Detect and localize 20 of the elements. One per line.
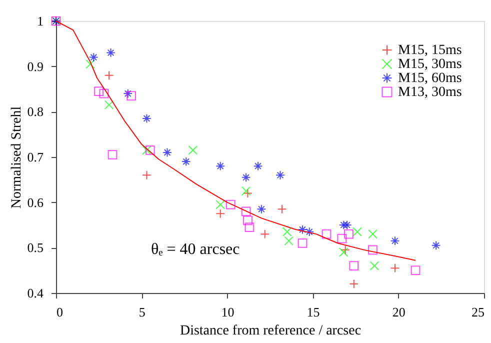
x-tick-label: 5 [138,304,146,320]
legend-label: M15, 30ms [398,57,462,72]
legend-label: M13, 30ms [398,85,462,100]
x-tick-label: 15 [306,304,320,320]
x-tick-label: 25 [472,304,484,320]
x-tick-label: 0 [56,304,63,320]
y-tick-label: 0.8 [27,104,44,120]
y-axis-title: Normalised Strehl [9,106,24,209]
y-tick-label: 0.9 [27,58,44,74]
y-tick-label: 0.5 [27,240,44,256]
y-tick-label: 1 [37,14,44,28]
annotation: θₑ = 40 arcsec [151,241,240,258]
y-tick-label: 0.4 [27,286,44,300]
x-tick-label: 10 [221,304,234,320]
x-tick-label: 20 [392,304,406,320]
y-tick-label: 0.6 [27,194,44,210]
y-tick-label: 0.7 [27,150,44,164]
legend-label: M15, 60ms [398,71,462,86]
legend-label: M15, 15ms [398,43,462,58]
x-axis-title: Distance from reference / arcsec [180,324,362,338]
